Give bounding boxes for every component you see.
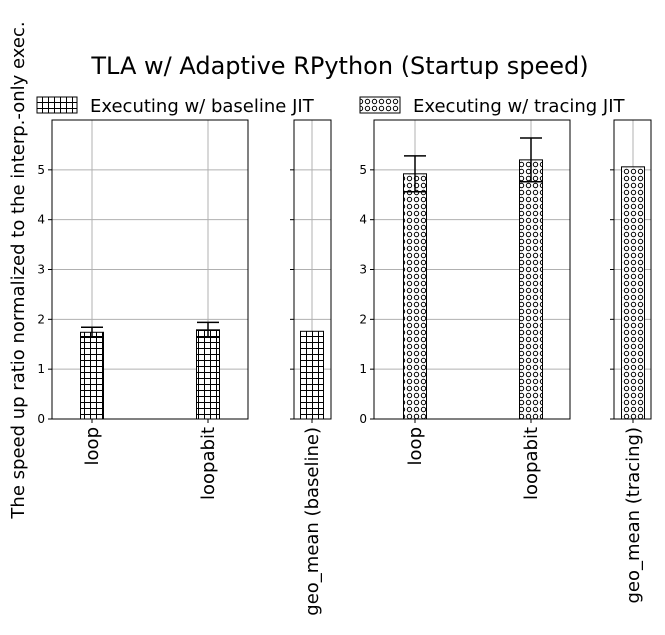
panel-1: geo_mean (baseline) <box>290 119 332 616</box>
y-tick-label: 3 <box>359 263 367 277</box>
legend-label-tracing: Executing w/ tracing JIT <box>413 96 626 117</box>
x-tick-label: loop <box>82 427 103 465</box>
y-tick-label: 2 <box>37 312 45 326</box>
plot-area: loop loopabit 0 1 2 3 4 5 geo_mean (baseline) loo… <box>37 119 652 616</box>
y-tick-label: 5 <box>37 163 45 177</box>
x-tick-label: loop <box>405 427 426 465</box>
axes-frame <box>373 119 571 420</box>
legend-swatch-baseline <box>36 96 78 114</box>
y-tick-label: 0 <box>37 412 45 426</box>
y-tick-label: 2 <box>359 312 367 326</box>
x-tick-label: geo_mean (tracing) <box>623 427 644 604</box>
y-tick-label: 5 <box>359 163 367 177</box>
bar-geo-mean-tracing- <box>621 166 645 420</box>
x-tick-label: loopabit <box>521 427 542 500</box>
x-tick-label: loopabit <box>198 427 219 500</box>
chart-title: TLA w/ Adaptive RPython (Startup speed) <box>90 52 588 80</box>
axes-frame <box>51 119 249 420</box>
y-tick-label: 4 <box>359 213 367 227</box>
y-tick-label: 4 <box>37 213 45 227</box>
y-tick-label: 0 <box>359 412 367 426</box>
legend: Executing w/ baseline JIT Executing w/ t… <box>36 96 626 117</box>
legend-swatch-tracing <box>359 96 401 114</box>
panel-0: loop loopabit 0 1 2 3 4 5 <box>37 119 249 500</box>
bar-loop <box>403 173 427 420</box>
y-tick-label: 1 <box>37 362 45 376</box>
panel-3: geo_mean (tracing) <box>610 119 652 604</box>
axes-frame <box>613 119 652 420</box>
panel-2: loop loopabit 0 1 2 3 4 5 <box>359 119 571 500</box>
bar-loopabit <box>519 159 543 420</box>
bar-loop <box>80 331 104 420</box>
y-tick-label: 1 <box>359 362 367 376</box>
bar-geo-mean-baseline- <box>300 330 324 420</box>
y-tick-label: 3 <box>37 263 45 277</box>
axes-frame <box>293 119 332 420</box>
x-tick-label: geo_mean (baseline) <box>302 427 323 616</box>
bar-loopabit <box>196 329 220 420</box>
legend-label-baseline: Executing w/ baseline JIT <box>90 96 315 117</box>
y-axis-label: The speed up ratio normalized to the int… <box>8 21 29 519</box>
